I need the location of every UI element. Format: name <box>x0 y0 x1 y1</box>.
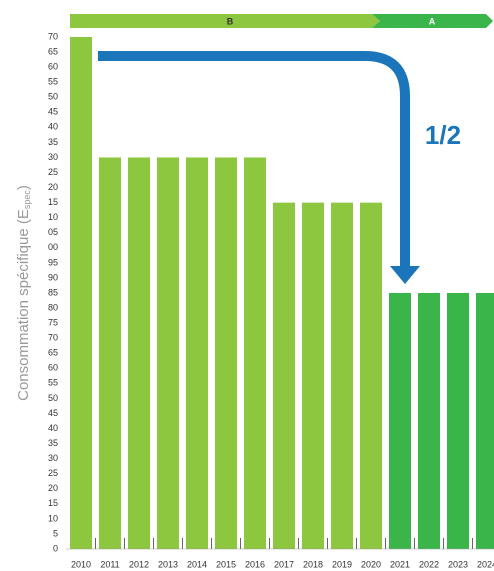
arrow-head <box>390 266 420 284</box>
y-label-sub: spec <box>22 190 32 210</box>
x-tick-label: 2019 <box>332 559 352 569</box>
y-tick-label: 60 <box>48 363 58 373</box>
y-tick-label: 80 <box>48 302 58 312</box>
bar <box>302 202 324 549</box>
x-tick-label: 2022 <box>419 559 439 569</box>
x-tick-label: 2020 <box>361 559 381 569</box>
bar <box>476 293 494 549</box>
x-tick-label: 2013 <box>158 559 178 569</box>
y-tick-label: 85 <box>48 287 58 297</box>
band-a <box>372 14 493 28</box>
plot: 0510152025303540455055606570758085909500… <box>48 31 494 569</box>
bar <box>244 157 266 549</box>
y-tick-label: 55 <box>48 378 58 388</box>
bar <box>418 293 440 549</box>
x-tick-label: 2016 <box>245 559 265 569</box>
y-tick-label: 15 <box>48 498 58 508</box>
bar <box>389 293 411 549</box>
bar <box>447 293 469 549</box>
arrow <box>98 51 410 268</box>
y-tick-label: 95 <box>48 257 58 267</box>
y-tick-label: 05 <box>48 227 58 237</box>
y-tick-label: 10 <box>48 513 58 523</box>
x-tick-label: 2021 <box>390 559 410 569</box>
y-axis-label: Consommation spécifique (Espec) <box>15 185 32 401</box>
band-b <box>70 14 380 28</box>
y-tick-label: 20 <box>48 182 58 192</box>
bar <box>70 37 92 549</box>
y-tick-label: 30 <box>48 152 58 162</box>
y-tick-label: 20 <box>48 483 58 493</box>
bar <box>99 157 121 549</box>
y-tick-label: 25 <box>48 468 58 478</box>
y-tick-label: 40 <box>48 122 58 132</box>
annotation: 1/2 <box>425 120 461 150</box>
y-tick-label: 75 <box>48 317 58 327</box>
y-tick-label: 60 <box>48 61 58 71</box>
x-tick-label: 2011 <box>100 559 119 569</box>
bar <box>360 202 382 549</box>
y-tick-label: 50 <box>48 393 58 403</box>
y-tick-label: 25 <box>48 167 58 177</box>
bar <box>128 157 150 549</box>
y-tick-label: 35 <box>48 438 58 448</box>
bar <box>186 157 208 549</box>
x-tick-label: 2017 <box>274 559 294 569</box>
y-tick-label: 5 <box>53 528 58 538</box>
x-tick-label: 2015 <box>216 559 236 569</box>
y-tick-label: 90 <box>48 272 58 282</box>
x-tick-label: 2018 <box>303 559 323 569</box>
bar <box>157 157 179 549</box>
y-tick-label: 45 <box>48 408 58 418</box>
y-tick-label: 15 <box>48 197 58 207</box>
y-tick-label: 40 <box>48 423 58 433</box>
bar <box>331 202 353 549</box>
y-label-text: Consommation spécifique (E <box>15 209 32 401</box>
band-label: A <box>429 16 436 26</box>
y-tick-label: 45 <box>48 107 58 117</box>
y-tick-label: 0 <box>53 543 58 553</box>
y-tick-label: 00 <box>48 242 58 252</box>
y-tick-label: 35 <box>48 137 58 147</box>
y-label-end: ) <box>15 185 32 190</box>
y-tick-label: 65 <box>48 348 58 358</box>
x-tick-label: 2010 <box>71 559 91 569</box>
x-tick-label: 2023 <box>448 559 468 569</box>
y-tick-label: 70 <box>48 31 58 41</box>
y-tick-label: 55 <box>48 77 58 87</box>
y-tick-label: 70 <box>48 333 58 343</box>
y-tick-label: 10 <box>48 212 58 222</box>
y-tick-label: 50 <box>48 92 58 102</box>
bar <box>273 202 295 549</box>
x-tick-label: 2024 <box>477 559 494 569</box>
bar <box>215 157 237 549</box>
x-tick-label: 2014 <box>187 559 207 569</box>
y-tick-label: 65 <box>48 46 58 56</box>
band-label: B <box>227 16 234 26</box>
y-tick-label: 30 <box>48 453 58 463</box>
x-tick-label: 2012 <box>129 559 149 569</box>
